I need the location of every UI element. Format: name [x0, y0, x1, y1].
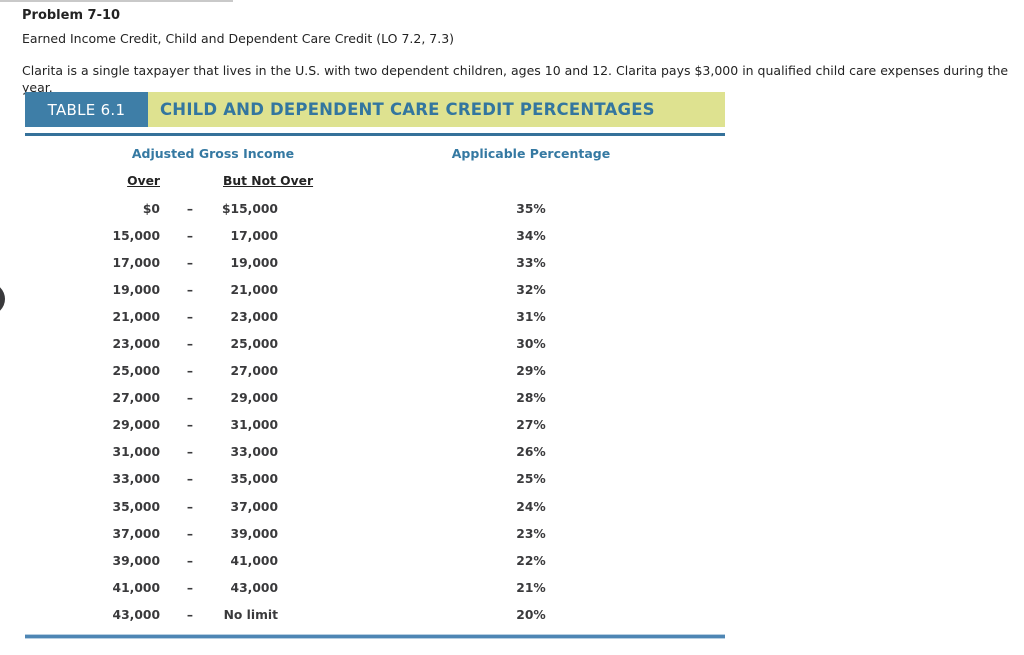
- table-row: 15,000 – 17,000 34%: [52, 222, 700, 249]
- over-value: 39,000: [112, 553, 160, 568]
- but-not-over-value: $15,000: [221, 201, 278, 216]
- table-row: 31,000 – 33,000 26%: [52, 439, 700, 466]
- but-not-over-value: 19,000: [230, 255, 278, 270]
- table-bottom-rule: [25, 635, 725, 638]
- over-value: 43,000: [112, 607, 160, 622]
- over-value: 41,000: [112, 580, 160, 595]
- over-value: 21,000: [112, 309, 160, 324]
- applicable-percentage-value: 21%: [516, 580, 546, 595]
- but-not-over-value: 35,000: [230, 472, 278, 487]
- table-row: 39,000 – 41,000 22%: [52, 547, 700, 574]
- table-header-strip: TABLE 6.1 CHILD AND DEPENDENT CARE CREDI…: [25, 92, 725, 127]
- applicable-percentage-value: 35%: [516, 201, 546, 216]
- range-dash: –: [186, 526, 194, 541]
- over-value: 27,000: [112, 391, 160, 406]
- table-row: 19,000 – 21,000 32%: [52, 276, 700, 303]
- table-title: CHILD AND DEPENDENT CARE CREDIT PERCENTA…: [148, 92, 725, 127]
- table-row: 43,000 – No limit 20%: [52, 601, 700, 628]
- applicable-percentage-value: 27%: [516, 418, 546, 433]
- range-dash: –: [186, 472, 194, 487]
- column-header-over: Over: [127, 174, 160, 188]
- over-value: 29,000: [112, 418, 160, 433]
- but-not-over-value: 37,000: [230, 499, 278, 514]
- range-dash: –: [186, 391, 194, 406]
- applicable-percentage-value: 26%: [516, 445, 546, 460]
- over-value: 23,000: [112, 337, 160, 352]
- range-dash: –: [186, 337, 194, 352]
- but-not-over-value: 39,000: [230, 526, 278, 541]
- applicable-percentage-value: 34%: [516, 228, 546, 243]
- over-value: 15,000: [112, 228, 160, 243]
- but-not-over-value: 43,000: [230, 580, 278, 595]
- but-not-over-value: 29,000: [230, 391, 278, 406]
- range-dash: –: [186, 607, 194, 622]
- table-row: 17,000 – 19,000 33%: [52, 249, 700, 276]
- applicable-percentage-value: 30%: [516, 337, 546, 352]
- but-not-over-value: No limit: [223, 607, 278, 622]
- but-not-over-value: 23,000: [230, 309, 278, 324]
- applicable-percentage-value: 31%: [516, 309, 546, 324]
- top-border-fragment: [0, 0, 233, 2]
- applicable-percentage-value: 29%: [516, 364, 546, 379]
- range-dash: –: [186, 309, 194, 324]
- table-row: 41,000 – 43,000 21%: [52, 574, 700, 601]
- over-value: 25,000: [112, 364, 160, 379]
- table-row: 37,000 – 39,000 23%: [52, 520, 700, 547]
- edge-panel-handle[interactable]: [0, 283, 5, 315]
- range-dash: –: [186, 201, 194, 216]
- table-number-badge: TABLE 6.1: [25, 92, 148, 127]
- group-header-applicable-percentage: Applicable Percentage: [451, 146, 611, 161]
- table-row: 33,000 – 35,000 25%: [52, 466, 700, 493]
- table-row: 25,000 – 27,000 29%: [52, 358, 700, 385]
- but-not-over-value: 25,000: [230, 337, 278, 352]
- table-row: 35,000 – 37,000 24%: [52, 493, 700, 520]
- range-dash: –: [186, 364, 194, 379]
- but-not-over-value: 27,000: [230, 364, 278, 379]
- problem-title: Problem 7-10: [22, 8, 121, 23]
- over-value: 37,000: [112, 526, 160, 541]
- over-value: $0: [142, 201, 160, 216]
- range-dash: –: [186, 255, 194, 270]
- over-value: 31,000: [112, 445, 160, 460]
- applicable-percentage-value: 22%: [516, 553, 546, 568]
- range-dash: –: [186, 445, 194, 460]
- group-header-adjusted-gross-income: Adjusted Gross Income: [131, 146, 295, 161]
- range-dash: –: [186, 282, 194, 297]
- over-value: 19,000: [112, 282, 160, 297]
- range-dash: –: [186, 418, 194, 433]
- table-row: 21,000 – 23,000 31%: [52, 303, 700, 330]
- applicable-percentage-value: 24%: [516, 499, 546, 514]
- applicable-percentage-value: 23%: [516, 526, 546, 541]
- applicable-percentage-value: 33%: [516, 255, 546, 270]
- range-dash: –: [186, 499, 194, 514]
- range-dash: –: [186, 580, 194, 595]
- scenario-text: Clarita is a single taxpayer that lives …: [22, 63, 1009, 95]
- over-value: 35,000: [112, 499, 160, 514]
- but-not-over-value: 33,000: [230, 445, 278, 460]
- applicable-percentage-value: 32%: [516, 282, 546, 297]
- table-row: $0 – $15,000 35%: [52, 195, 700, 222]
- table-row: 29,000 – 31,000 27%: [52, 412, 700, 439]
- range-dash: –: [186, 228, 194, 243]
- table-row: 27,000 – 29,000 28%: [52, 385, 700, 412]
- but-not-over-value: 21,000: [230, 282, 278, 297]
- table-top-rule: [25, 133, 725, 136]
- but-not-over-value: 17,000: [230, 228, 278, 243]
- applicable-percentage-value: 20%: [516, 607, 546, 622]
- table-row: 23,000 – 25,000 30%: [52, 330, 700, 357]
- over-value: 17,000: [112, 255, 160, 270]
- problem-subtitle: Earned Income Credit, Child and Dependen…: [22, 31, 455, 46]
- range-dash: –: [186, 553, 194, 568]
- applicable-percentage-value: 25%: [516, 472, 546, 487]
- table-rows: $0 – $15,000 35% 15,000 – 17,000 34% 17,…: [52, 195, 700, 629]
- column-header-but-not-over: But Not Over: [223, 174, 314, 188]
- applicable-percentage-value: 28%: [516, 391, 546, 406]
- but-not-over-value: 41,000: [230, 553, 278, 568]
- but-not-over-value: 31,000: [230, 418, 278, 433]
- over-value: 33,000: [112, 472, 160, 487]
